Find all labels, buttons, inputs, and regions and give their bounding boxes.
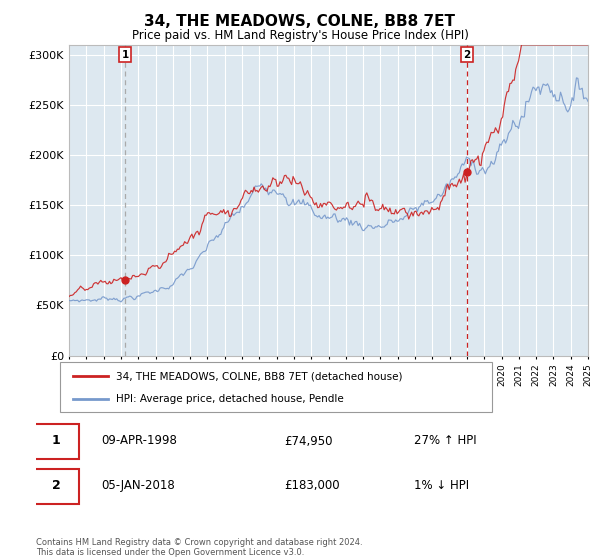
Text: £74,950: £74,950: [284, 435, 333, 447]
Text: £183,000: £183,000: [284, 479, 340, 492]
Text: 34, THE MEADOWS, COLNE, BB8 7ET: 34, THE MEADOWS, COLNE, BB8 7ET: [145, 14, 455, 29]
Text: HPI: Average price, detached house, Pendle: HPI: Average price, detached house, Pend…: [116, 394, 344, 404]
Text: 1: 1: [122, 50, 129, 60]
Text: 2: 2: [463, 50, 470, 60]
Text: 05-JAN-2018: 05-JAN-2018: [101, 479, 175, 492]
FancyBboxPatch shape: [34, 424, 79, 459]
FancyBboxPatch shape: [34, 469, 79, 504]
Text: Contains HM Land Registry data © Crown copyright and database right 2024.
This d: Contains HM Land Registry data © Crown c…: [36, 538, 362, 557]
Text: Price paid vs. HM Land Registry's House Price Index (HPI): Price paid vs. HM Land Registry's House …: [131, 29, 469, 42]
Text: 27% ↑ HPI: 27% ↑ HPI: [414, 435, 476, 447]
FancyBboxPatch shape: [60, 362, 492, 412]
Text: 2: 2: [52, 479, 61, 492]
Text: 34, THE MEADOWS, COLNE, BB8 7ET (detached house): 34, THE MEADOWS, COLNE, BB8 7ET (detache…: [116, 371, 403, 381]
Text: 1: 1: [52, 435, 61, 447]
Text: 1% ↓ HPI: 1% ↓ HPI: [414, 479, 469, 492]
Text: 09-APR-1998: 09-APR-1998: [101, 435, 176, 447]
